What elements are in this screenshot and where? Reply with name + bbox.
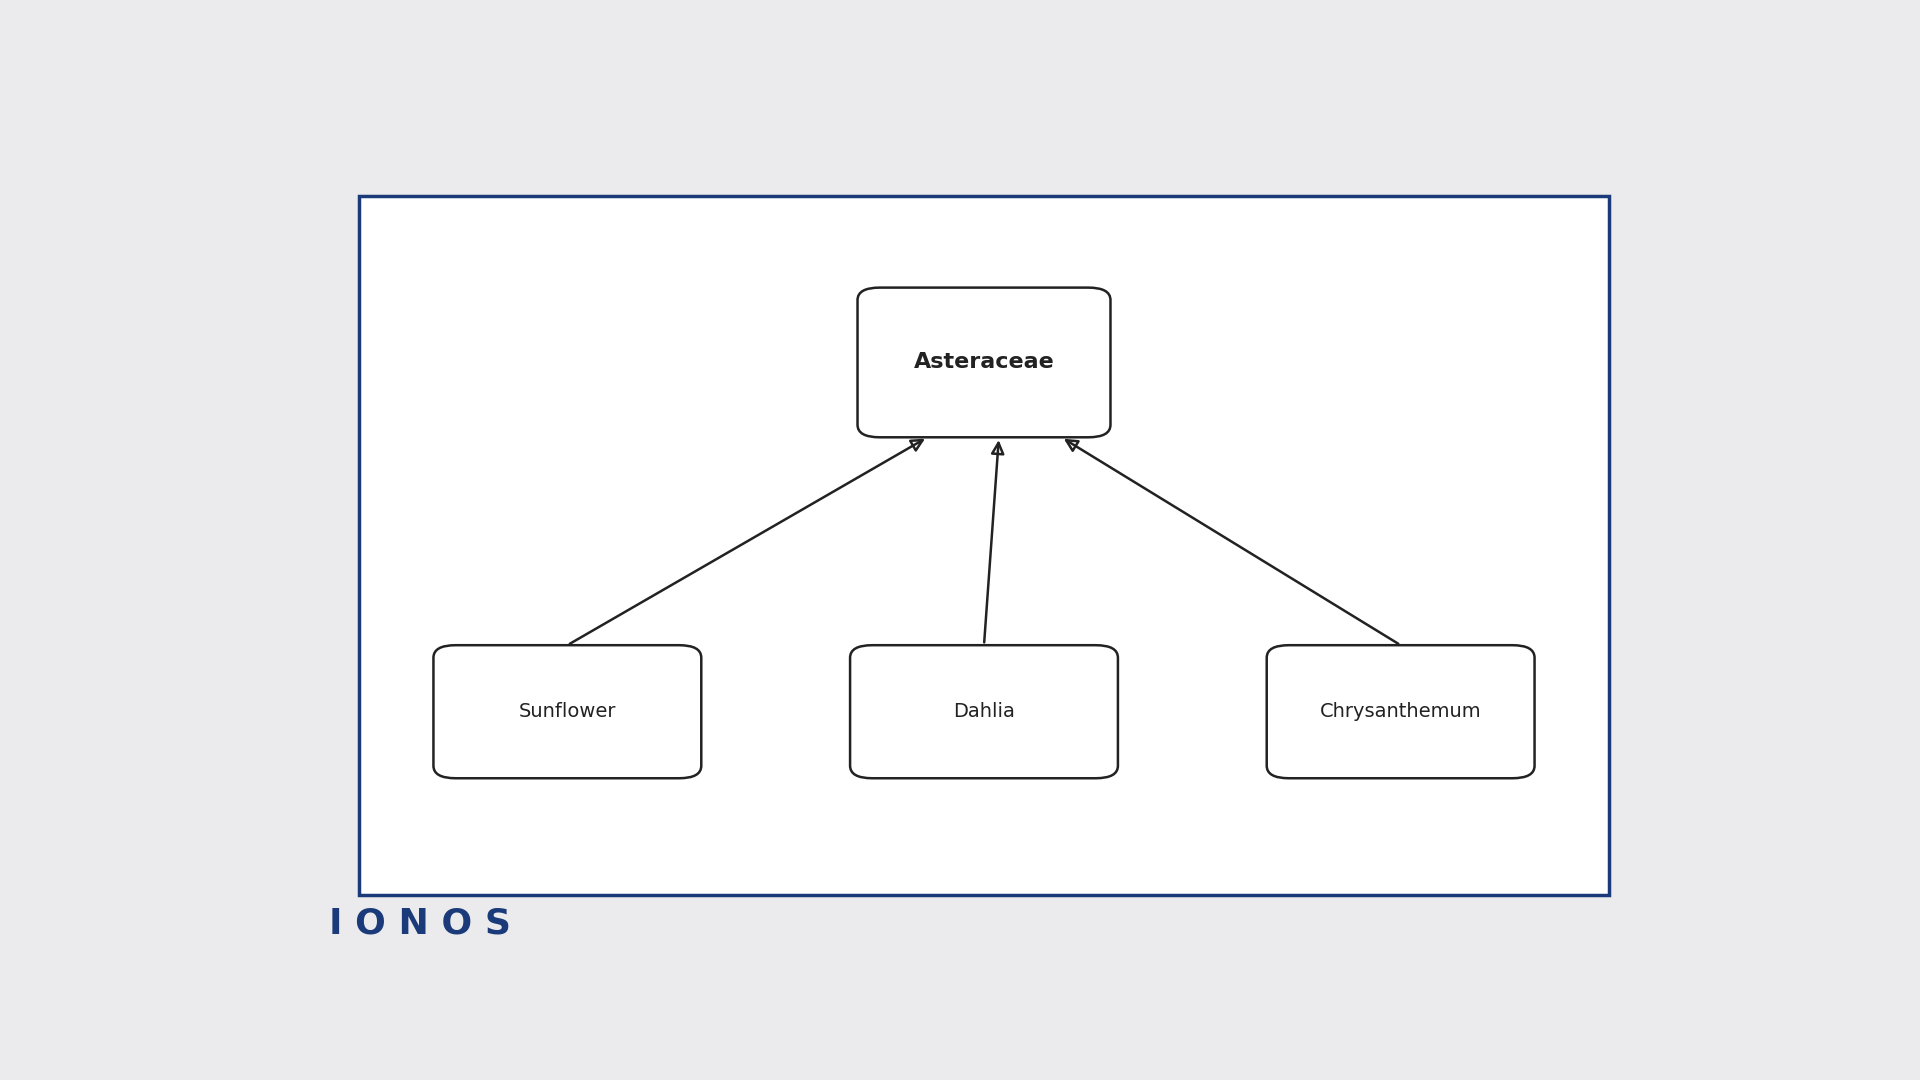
FancyBboxPatch shape	[434, 645, 701, 779]
Text: Dahlia: Dahlia	[952, 702, 1016, 721]
Text: I O N O S: I O N O S	[330, 906, 511, 941]
FancyBboxPatch shape	[851, 645, 1117, 779]
FancyBboxPatch shape	[858, 287, 1110, 437]
FancyBboxPatch shape	[359, 197, 1609, 894]
FancyBboxPatch shape	[1267, 645, 1534, 779]
Text: Chrysanthemum: Chrysanthemum	[1319, 702, 1482, 721]
Text: Sunflower: Sunflower	[518, 702, 616, 721]
Text: Asteraceae: Asteraceae	[914, 352, 1054, 373]
